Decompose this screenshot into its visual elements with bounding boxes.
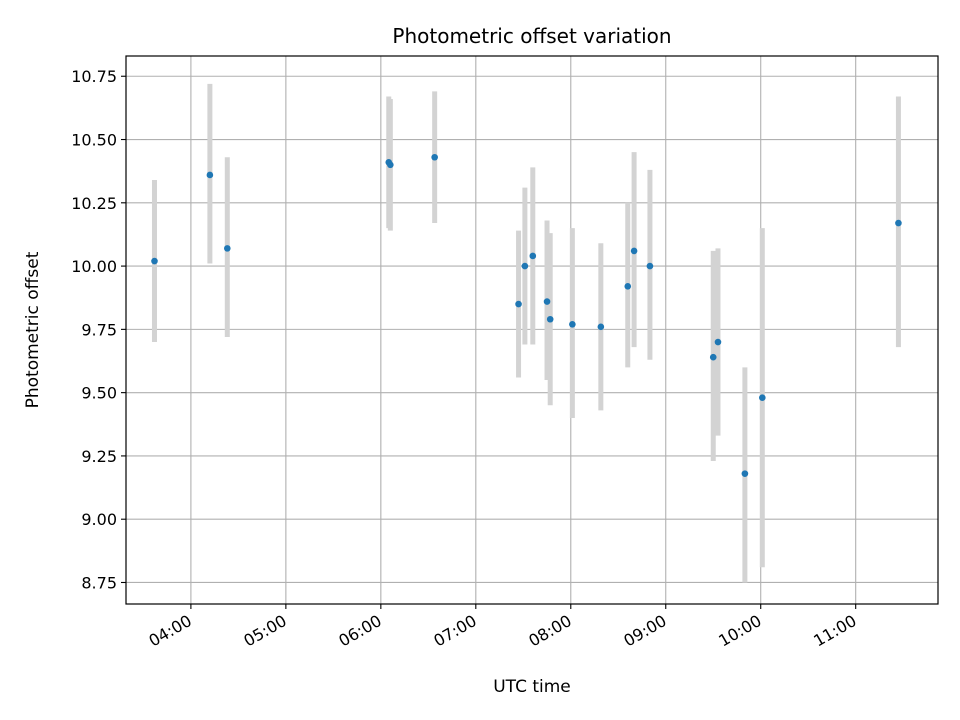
data-point xyxy=(206,171,214,179)
data-point xyxy=(569,321,576,328)
data-point xyxy=(646,262,654,270)
data-point xyxy=(759,394,766,402)
data-point xyxy=(431,153,438,161)
data-points xyxy=(151,153,902,477)
y-tick-label: 10.25 xyxy=(71,194,117,213)
y-tick-label: 10.00 xyxy=(71,257,117,276)
data-point xyxy=(709,353,717,361)
x-axis-label: UTC time xyxy=(493,677,571,697)
data-point xyxy=(597,323,605,331)
data-point xyxy=(151,257,158,265)
data-point xyxy=(741,470,749,477)
y-axis-ticks: 8.75 9.00 9.25 9.50 9.75 10.00 10.25 10.50 10.75 xyxy=(71,67,126,592)
y-tick-label: 9.00 xyxy=(81,510,117,529)
plot-frame xyxy=(125,55,939,605)
data-point xyxy=(546,315,554,323)
y-tick-label: 8.75 xyxy=(81,573,117,592)
y-tick-label: 9.50 xyxy=(81,384,117,403)
data-point xyxy=(714,338,722,346)
data-point xyxy=(521,262,529,270)
data-point xyxy=(624,283,632,290)
y-axis-label: Photometric offset xyxy=(23,251,43,408)
data-point xyxy=(529,252,537,260)
y-tick-label: 10.50 xyxy=(71,131,117,150)
data-point xyxy=(630,247,638,255)
data-point xyxy=(224,245,231,252)
data-point xyxy=(515,300,522,308)
y-tick-label: 10.75 xyxy=(71,67,117,86)
y-tick-label: 9.75 xyxy=(81,320,117,339)
data-point xyxy=(895,219,902,227)
data-point xyxy=(543,298,551,305)
data-point xyxy=(387,161,394,169)
chart-title: Photometric offset variation xyxy=(392,24,671,48)
y-tick-label: 9.25 xyxy=(81,447,117,466)
